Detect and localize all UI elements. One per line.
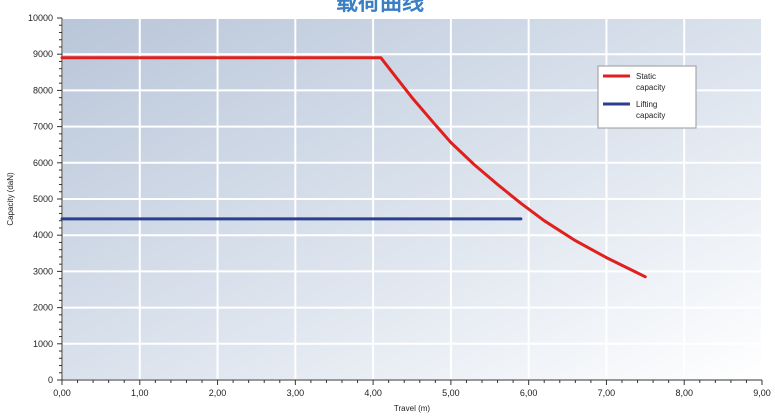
x-tick-label: 4,00 bbox=[364, 388, 382, 398]
y-tick-label: 4000 bbox=[33, 230, 53, 240]
y-axis-ticks: 0 1000 2000 3000 4000 5000 6000 7000 8000 9000 100… bbox=[28, 13, 53, 385]
x-axis-ticks: 0,00 1,00 2,00 3,00 4,00 5,00 6,00 7,00 8,00 9,00 bbox=[53, 388, 771, 398]
y-tick-label: 3000 bbox=[33, 266, 53, 276]
y-axis-label: Capacity (daN) bbox=[6, 172, 15, 226]
y-tick-label: 6000 bbox=[33, 158, 53, 168]
series bbox=[60, 56, 647, 279]
x-tick-label: 5,00 bbox=[442, 388, 460, 398]
x-tick-label: 9,00 bbox=[753, 388, 771, 398]
x-axis-label: Travel (m) bbox=[394, 404, 430, 413]
y-tick-label: 0 bbox=[48, 375, 53, 385]
y-tick-label: 10000 bbox=[28, 13, 53, 23]
y-tick-label: 7000 bbox=[33, 122, 53, 132]
x-tick-label: 7,00 bbox=[598, 388, 616, 398]
axes bbox=[57, 17, 763, 385]
x-tick-label: 3,00 bbox=[287, 388, 305, 398]
x-tick-label: 8,00 bbox=[675, 388, 693, 398]
y-tick-label: 9000 bbox=[33, 49, 53, 59]
legend-static-line1: Static bbox=[636, 72, 656, 81]
y-tick-label: 5000 bbox=[33, 194, 53, 204]
series-line-static-capacity bbox=[60, 56, 647, 279]
x-tick-label: 0,00 bbox=[53, 388, 71, 398]
legend-static-line2: capacity bbox=[636, 83, 665, 92]
x-tick-label: 1,00 bbox=[131, 388, 149, 398]
y-tick-label: 2000 bbox=[33, 303, 53, 313]
x-tick-label: 6,00 bbox=[520, 388, 538, 398]
chart-title: 载荷曲线 bbox=[336, 0, 424, 15]
x-tick-label: 2,00 bbox=[209, 388, 227, 398]
legend-lifting-line2: capacity bbox=[636, 111, 665, 120]
legend: Static capacity Lifting capacity bbox=[597, 65, 697, 129]
y-tick-label: 1000 bbox=[33, 339, 53, 349]
legend-lifting-line1: Lifting bbox=[636, 100, 657, 109]
y-tick-label: 8000 bbox=[33, 85, 53, 95]
